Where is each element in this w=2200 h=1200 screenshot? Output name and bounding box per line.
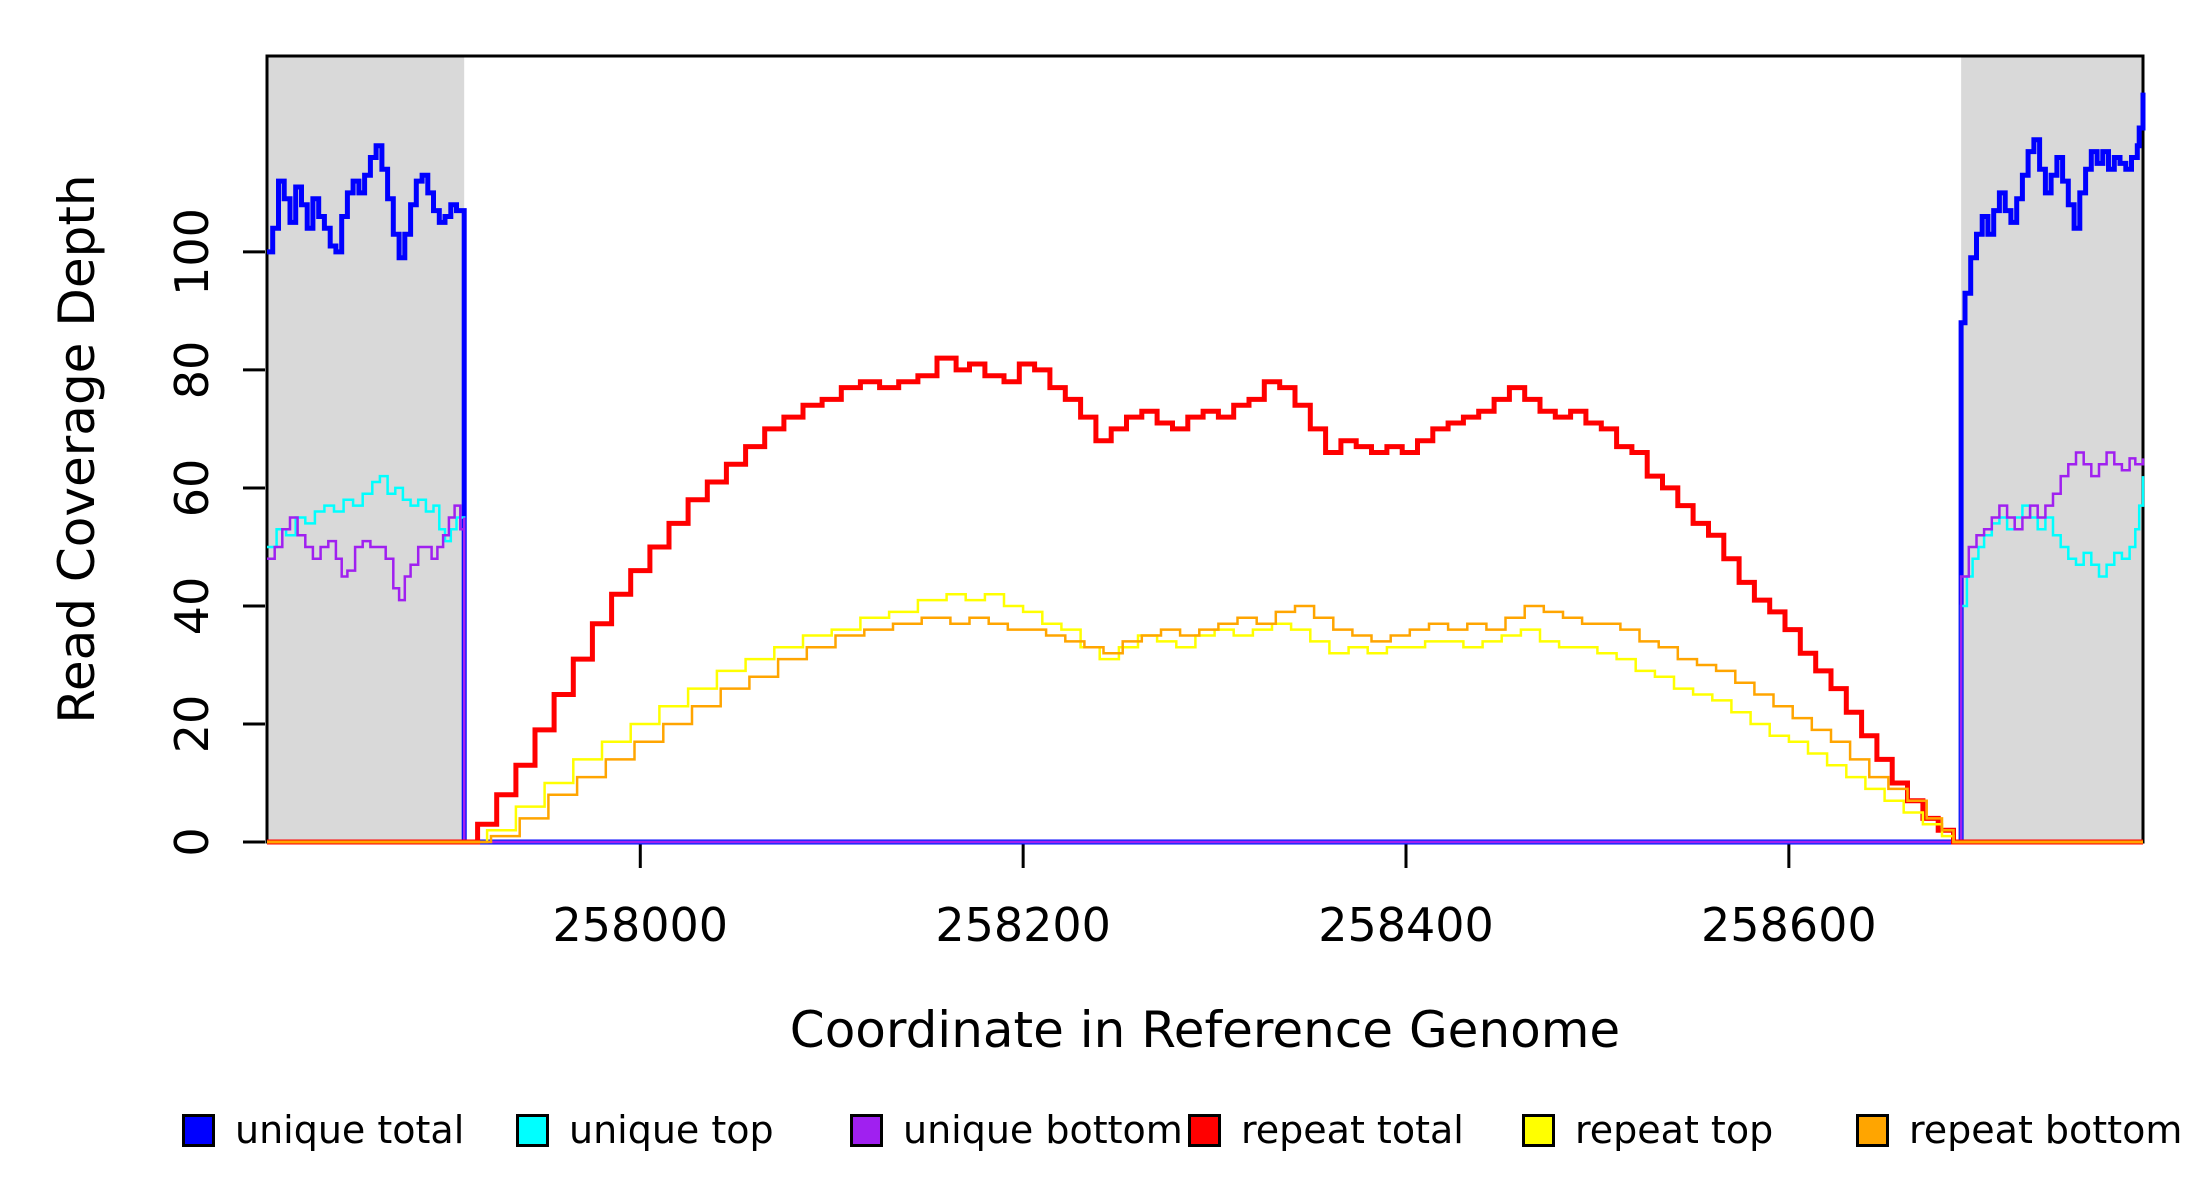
legend-item-label: unique bottom [903,1108,1183,1152]
legend-item-unique-top: unique top [516,1108,774,1152]
x-tick-label: 258000 [552,898,729,952]
legend-item-unique-bottom: unique bottom [850,1108,1183,1152]
series-repeat-bottom-line [267,604,2143,844]
repeat-total-swatch-icon [1188,1113,1221,1147]
y-tick-label: 60 [165,458,219,518]
unique-total-swatch-icon [182,1113,215,1147]
y-tick-label: 0 [165,827,219,857]
series-repeat-total-line [267,355,2143,845]
legend: unique total unique top unique bottom re… [0,1108,2200,1168]
unique-top-swatch-icon [516,1113,549,1147]
legend-item-repeat-top: repeat top [1522,1108,1773,1152]
legend-item-label: unique total [235,1108,465,1152]
x-axis-title: Coordinate in Reference Genome [789,1001,1621,1059]
repeat-bottom-swatch-icon [1856,1113,1889,1147]
unique-bottom-swatch-icon [850,1113,883,1147]
x-tick-label: 258200 [935,898,1111,952]
series-unique-bottom-line [267,451,2145,844]
series-repeat-top-line [267,592,2143,844]
y-tick-label: 80 [165,340,219,400]
legend-item-unique-total: unique total [182,1108,464,1152]
legend-item-repeat-bottom: repeat bottom [1856,1108,2182,1152]
series-unique-top-line [267,474,2145,844]
y-axis-title: Read Coverage Depth [48,174,106,724]
y-tick-label: 40 [165,576,219,636]
y-tick-label: 100 [165,208,219,296]
legend-item-label: repeat top [1575,1108,1774,1152]
x-tick-label: 258400 [1318,898,1494,952]
repeat-top-swatch-icon [1522,1113,1555,1147]
legend-item-repeat-total: repeat total [1188,1108,1464,1152]
x-tick-label: 258600 [1701,898,1877,952]
y-tick-label: 20 [165,694,219,754]
legend-item-label: repeat total [1241,1108,1464,1152]
legend-item-label: unique top [569,1108,774,1152]
legend-item-label: repeat bottom [1909,1108,2183,1152]
